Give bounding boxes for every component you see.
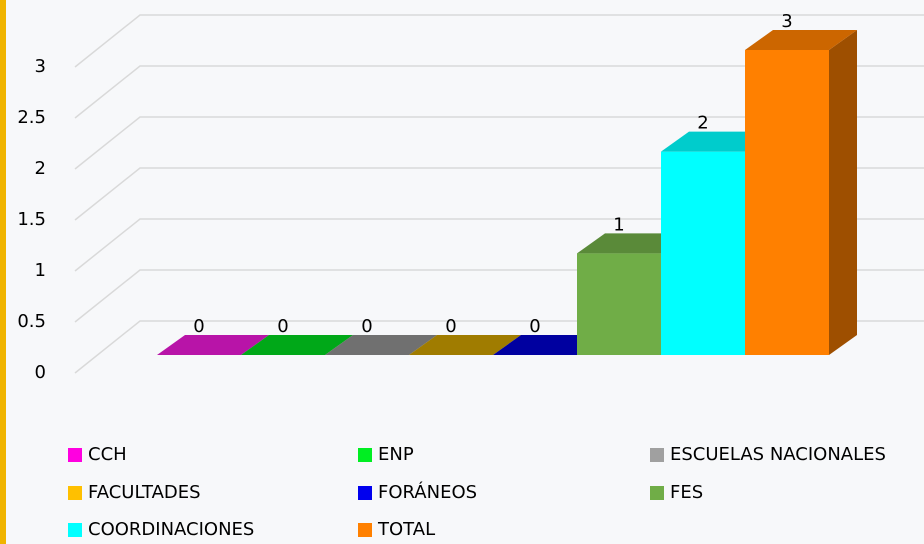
legend-swatch xyxy=(68,486,82,500)
bar-top xyxy=(241,335,353,355)
bar xyxy=(241,335,353,355)
legend-item: TOTAL xyxy=(358,519,435,540)
bar-top xyxy=(745,30,857,50)
legend-label: ENP xyxy=(378,444,414,465)
legend-swatch xyxy=(650,486,664,500)
value-label: 3 xyxy=(781,11,792,32)
bar xyxy=(157,335,269,355)
legend-swatch xyxy=(68,448,82,462)
y-tick-label: 0.5 xyxy=(17,311,46,332)
legend-item: FES xyxy=(650,482,703,503)
bar-top xyxy=(409,335,521,355)
legend-swatch xyxy=(358,486,372,500)
value-label: 0 xyxy=(193,316,204,337)
legend-label: FES xyxy=(670,482,703,503)
bar-front xyxy=(745,50,829,355)
legend: CCH ENP ESCUELAS NACIONALES FACULTADES FORÁN… xyxy=(68,444,886,540)
bar-top xyxy=(325,335,437,355)
bar xyxy=(745,30,857,355)
y-tick-label: 3 xyxy=(35,56,46,77)
y-tick-label: 2.5 xyxy=(17,107,46,128)
bar xyxy=(409,335,521,355)
y-tick-label: 2 xyxy=(35,158,46,179)
grid-line xyxy=(74,65,924,119)
y-tick-label: 1.5 xyxy=(17,209,46,230)
legend-swatch xyxy=(650,448,664,462)
bar xyxy=(325,335,437,355)
legend-label: FORÁNEOS xyxy=(378,481,477,503)
value-label: 0 xyxy=(361,316,372,337)
y-tick-label: 1 xyxy=(35,260,46,281)
bar-front xyxy=(661,151,745,355)
value-label: 0 xyxy=(529,316,540,337)
legend-item: ENP xyxy=(358,444,414,465)
legend-item: ESCUELAS NACIONALES xyxy=(650,444,886,465)
legend-item: CCH xyxy=(68,444,127,465)
legend-label: CCH xyxy=(88,444,127,465)
legend-label: FACULTADES xyxy=(88,482,201,503)
legend-item: FORÁNEOS xyxy=(358,481,477,503)
value-label: 0 xyxy=(445,316,456,337)
legend-item: FACULTADES xyxy=(68,482,201,503)
value-label: 0 xyxy=(277,316,288,337)
left-accent xyxy=(0,0,6,544)
legend-swatch xyxy=(68,523,82,537)
grid-line xyxy=(74,14,924,68)
y-tick-label: 0 xyxy=(35,362,46,383)
bar-top xyxy=(157,335,269,355)
bar-front xyxy=(577,253,661,355)
bar-side xyxy=(829,30,857,355)
grid-line xyxy=(74,116,924,170)
legend-item: COORDINACIONES xyxy=(68,519,254,540)
legend-swatch xyxy=(358,523,372,537)
legend-label: COORDINACIONES xyxy=(88,519,254,540)
value-label: 1 xyxy=(613,214,624,235)
legend-swatch xyxy=(358,448,372,462)
legend-label: ESCUELAS NACIONALES xyxy=(670,444,886,465)
value-label: 2 xyxy=(697,113,708,134)
legend-label: TOTAL xyxy=(377,519,435,540)
